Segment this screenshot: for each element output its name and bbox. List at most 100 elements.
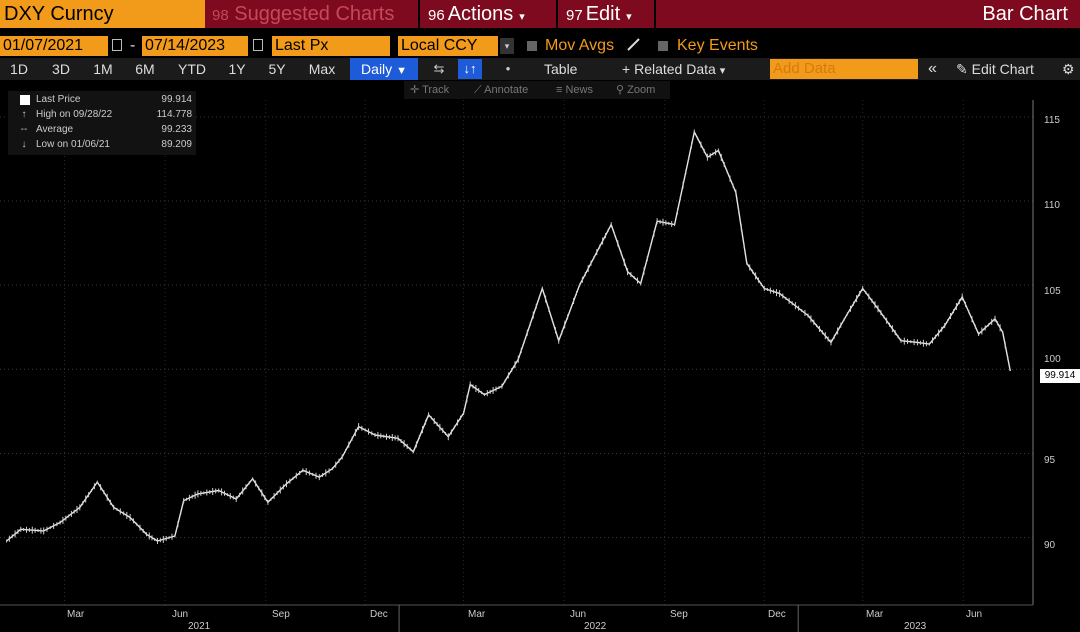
x-tick-label: Mar [468, 609, 486, 620]
line-draw-icon: ⟋ [474, 84, 482, 96]
toolbar-separator [654, 0, 656, 28]
legend-high: ↑ High on 09/28/22 114.778 [8, 108, 196, 122]
zoom-label: Zoom [627, 84, 656, 96]
period-max[interactable]: Max [308, 61, 336, 77]
legend-label: Last Price [36, 94, 81, 105]
actions-code: 96 [428, 7, 445, 24]
end-date-field[interactable]: 07/14/2023 [142, 36, 248, 56]
date-separator: - [130, 37, 136, 54]
edit-label: Edit [585, 3, 621, 25]
mov-avgs-checkbox[interactable] [527, 41, 537, 51]
x-tick-label: Mar [866, 609, 884, 620]
y-tick-label: 115 [1044, 115, 1060, 126]
track-tool[interactable]: ✛ Track [410, 81, 449, 99]
period-3d[interactable]: 3D [52, 61, 70, 77]
collapse-icon[interactable]: « [928, 60, 937, 77]
mov-avgs-label[interactable]: Mov Avgs [545, 37, 615, 54]
annotate-tool[interactable]: ⟋ Annotate [474, 81, 528, 99]
edit-chart-label: Edit Chart [971, 61, 1034, 77]
calendar-icon[interactable] [253, 39, 263, 51]
legend-value: 99.914 [161, 94, 192, 105]
toolbar-separator [556, 0, 558, 28]
period-1m[interactable]: 1M [93, 61, 113, 77]
legend-value: 114.778 [156, 109, 192, 120]
legend-label: Low on 01/06/21 [36, 139, 110, 150]
related-data-button[interactable]: + Related Data ▾ [622, 58, 725, 80]
calendar-icon[interactable] [112, 39, 122, 51]
x-year-label: 2022 [584, 621, 607, 632]
legend-value: 89.209 [161, 139, 192, 150]
chart-tools-bar [404, 81, 670, 99]
magnifier-icon: ⚲ [616, 84, 625, 96]
news-label: News [565, 84, 593, 96]
legend-average: -- Average 99.233 [8, 123, 196, 137]
legend-label: High on 09/28/22 [36, 109, 113, 120]
legend-value: 99.233 [161, 124, 192, 135]
arrow-down-icon: ↓ [21, 139, 27, 150]
chevron-down-icon[interactable]: ▾ [500, 38, 514, 54]
last-price-series [6, 131, 1011, 542]
legend-label: Average [36, 124, 74, 135]
more-options-icon[interactable]: • [505, 61, 511, 76]
chart-type-title: Bar Chart [982, 3, 1068, 25]
arrow-up-icon: ↑ [21, 109, 27, 120]
legend-last-price: Last Price 99.914 [8, 93, 196, 107]
edit-button[interactable]: 97 Edit ▾ [566, 0, 632, 28]
x-tick-label: Jun [172, 609, 189, 620]
key-events-checkbox[interactable] [658, 41, 668, 51]
plus-icon: + [622, 61, 631, 77]
last-price-tag: 99.914 [1040, 369, 1080, 383]
x-tick-label: Dec [370, 609, 388, 620]
zoom-tool[interactable]: ⚲ Zoom [616, 81, 655, 99]
suggested-charts-button[interactable]: 98 Suggested Charts [212, 0, 394, 28]
chevron-down-icon: ▼ [396, 65, 407, 77]
news-tool[interactable]: ≡ News [556, 81, 593, 99]
x-year-label: 2023 [904, 621, 927, 632]
period-1d[interactable]: 1D [10, 61, 28, 77]
related-data-label: Related Data [634, 61, 716, 77]
start-date-field[interactable]: 01/07/2021 [0, 36, 108, 56]
y-tick-label: 90 [1044, 540, 1056, 551]
x-tick-label: Mar [67, 609, 85, 620]
edit-code: 97 [566, 7, 583, 24]
x-tick-label: Sep [272, 609, 290, 620]
x-year-label: 2021 [188, 621, 211, 632]
edit-chart-button[interactable]: ✎ Edit Chart [956, 58, 1034, 80]
suggested-label: Suggested Charts [234, 3, 395, 25]
legend-low: ↓ Low on 01/06/21 89.209 [8, 138, 196, 152]
chart-legend: Last Price 99.914 ↑ High on 09/28/22 114… [8, 91, 196, 155]
series-swatch [20, 95, 30, 105]
daily-frequency-select[interactable]: Daily ▼ [350, 58, 418, 80]
x-tick-label: Sep [670, 609, 688, 620]
actions-label: Actions [447, 3, 514, 25]
toolbar-separator [418, 0, 420, 28]
track-label: Track [422, 84, 450, 96]
suggested-code: 98 [212, 7, 229, 24]
chevron-down-icon: ▾ [626, 11, 632, 23]
currency-select[interactable]: Local CCY [398, 36, 498, 56]
chevron-down-icon: ▾ [719, 65, 726, 77]
period-1y[interactable]: 1Y [228, 61, 246, 77]
ticker-field[interactable]: DXY Curncy [0, 0, 205, 28]
news-icon: ≡ [556, 84, 563, 96]
period-6m[interactable]: 6M [135, 61, 155, 77]
daily-label: Daily [361, 61, 393, 77]
y-tick-label: 100 [1044, 354, 1061, 365]
y-tick-label: 95 [1044, 455, 1056, 466]
bar-style-icon[interactable]: ↓↑ [458, 59, 482, 79]
compare-icon[interactable]: ⇆ [433, 61, 445, 76]
price-field-select[interactable]: Last Px [272, 36, 390, 56]
add-data-input[interactable]: Add Data [770, 59, 918, 79]
table-button[interactable]: Table [544, 61, 578, 77]
pencil-icon: ✎ [956, 61, 968, 77]
actions-button[interactable]: 96 Actions ▾ [428, 0, 525, 28]
x-tick-label: Jun [570, 609, 587, 620]
key-events-label[interactable]: Key Events [677, 37, 758, 54]
gear-icon[interactable]: ⚙ [1062, 61, 1075, 77]
period-5y[interactable]: 5Y [268, 61, 286, 77]
dash-icon: -- [20, 124, 28, 135]
chevron-down-icon: ▾ [519, 11, 525, 23]
y-tick-label: 105 [1044, 286, 1061, 297]
period-ytd[interactable]: YTD [178, 61, 206, 77]
